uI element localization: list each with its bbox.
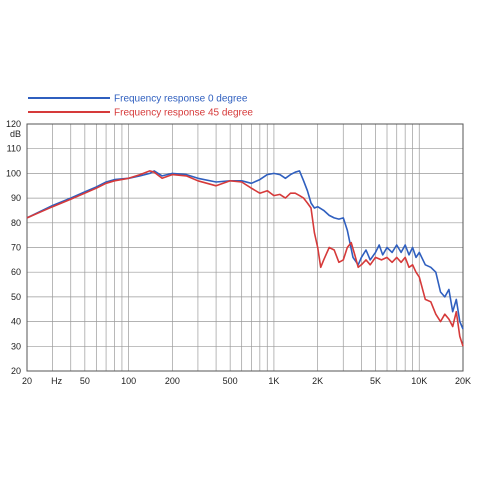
y-tick-label: 120 — [6, 119, 21, 129]
x-tick-label: 20 — [22, 376, 32, 386]
y-tick-label: 80 — [11, 218, 21, 228]
series-line-0-degree — [26, 170, 464, 330]
y-tick-label: 20 — [11, 366, 21, 376]
x-tick-label: 50 — [80, 376, 90, 386]
y-tick-label: 40 — [11, 317, 21, 327]
plot-frame — [26, 123, 464, 372]
x-unit-label: Hz — [51, 376, 62, 386]
x-tick-label: 5K — [370, 376, 381, 386]
x-tick-label: 10K — [411, 376, 427, 386]
x-tick-label: 1K — [268, 376, 279, 386]
y-tick-label: 50 — [11, 292, 21, 302]
y-tick-label: 110 — [7, 144, 21, 154]
series-layer — [26, 170, 464, 347]
y-unit-label: dB — [10, 129, 21, 139]
x-tick-label: 20K — [455, 376, 471, 386]
tick-labels: 20 50 100 200 500 1K 2K 5K 10K 20K Hz 20 30 40 50 60 70 8… — [6, 119, 471, 386]
x-tick-label: 200 — [165, 376, 180, 386]
x-tick-label: 500 — [223, 376, 238, 386]
x-tick-label: 100 — [121, 376, 136, 386]
y-tick-label: 90 — [11, 193, 21, 203]
y-tick-label: 30 — [11, 341, 21, 351]
legend-label: Frequency response 0 degree — [114, 94, 248, 105]
legend-label: Frequency response 45 degree — [114, 108, 253, 119]
legend: Frequency response 0 degree Frequency res… — [28, 94, 253, 119]
y-tick-label: 70 — [11, 243, 21, 253]
y-tick-label: 60 — [11, 267, 21, 277]
y-tick-label: 100 — [6, 168, 21, 178]
x-tick-label: 2K — [312, 376, 323, 386]
series-line-45-degree — [26, 170, 464, 347]
